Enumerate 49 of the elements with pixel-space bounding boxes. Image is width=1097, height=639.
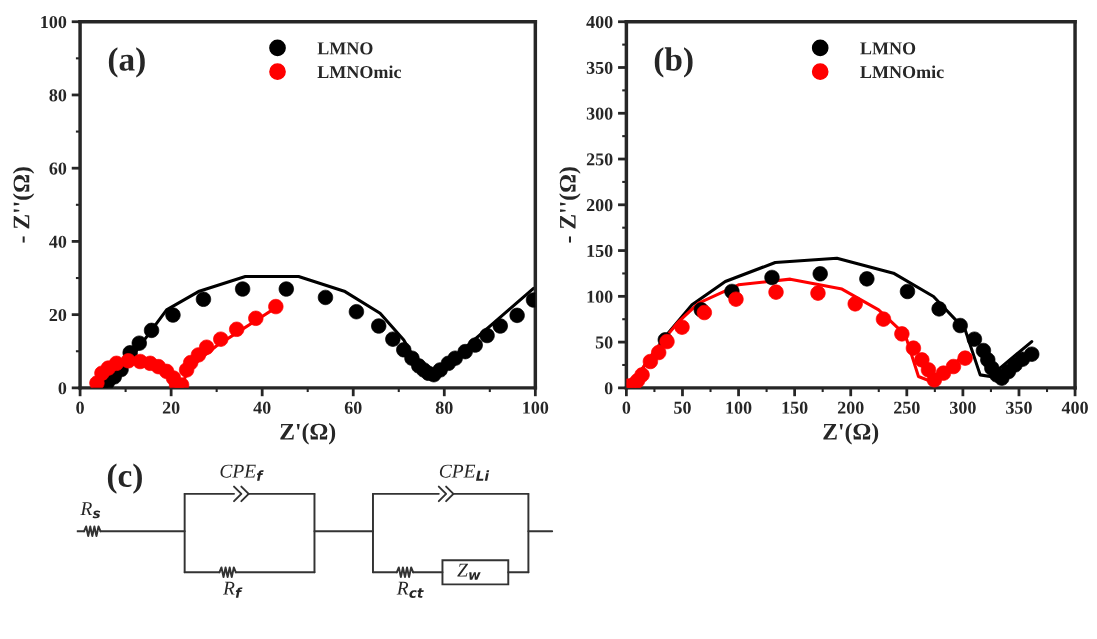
x-tick-label: 200 — [837, 401, 864, 414]
x-tick-label: 400 — [1061, 401, 1088, 414]
y-axis-title: - Z''(Ω) — [12, 167, 35, 243]
y-tick-label: 400 — [586, 15, 613, 29]
legend-label: LMNO — [317, 42, 373, 55]
text: (b) — [654, 47, 693, 78]
x-axis-title: Z'(Ω) — [280, 423, 336, 445]
x-tick-label: 80 — [435, 401, 453, 414]
y-tick-label: 80 — [49, 89, 67, 102]
y-tick-label: 100 — [41, 15, 67, 29]
legend-label: LMNOmic — [317, 65, 402, 79]
x-axis-title: Z'(Ω) — [823, 423, 879, 445]
y-tick-label: 0 — [604, 382, 613, 395]
y-tick-label: 50 — [595, 336, 613, 349]
y-tick-label: 40 — [49, 235, 67, 248]
y-tick-label: 20 — [49, 308, 67, 322]
x-tick-label: 0 — [622, 401, 631, 414]
x-tick-label: 20 — [162, 401, 180, 414]
y-tick-label: 150 — [587, 244, 613, 258]
text: Z$_{w}$ — [457, 563, 481, 580]
y-tick-label: 100 — [587, 290, 613, 303]
x-tick-label: 50 — [674, 401, 691, 414]
y-tick-label: 300 — [586, 107, 613, 120]
text: R$_{f}$ — [222, 581, 243, 598]
text: (a) — [108, 47, 145, 78]
point — [385, 331, 401, 347]
y-tick-label: 0 — [58, 382, 67, 395]
point — [165, 307, 181, 323]
y-tick-label: 250 — [586, 153, 613, 166]
y-tick-label: 60 — [49, 162, 67, 175]
x-tick-label: 0 — [76, 401, 84, 414]
x-tick-label: 350 — [1006, 401, 1032, 414]
legend-label: LMNO — [860, 42, 916, 55]
text: CPE$_{f}$ — [220, 464, 264, 481]
text: R$_{ct}$ — [396, 581, 424, 598]
x-tick-label: 100 — [726, 401, 752, 414]
y-tick-label: 350 — [586, 61, 613, 74]
y-tick-label: 200 — [586, 199, 613, 212]
x-tick-label: 60 — [344, 401, 362, 414]
x-tick-label: 250 — [894, 401, 920, 414]
legend-label: LMNOmic — [860, 65, 944, 79]
x-tick-label: 100 — [523, 401, 549, 414]
x-tick-label: 300 — [950, 401, 976, 414]
x-tick-label: 150 — [782, 401, 808, 414]
text: R$_{s}$ — [80, 502, 101, 519]
text: (c) — [107, 463, 142, 494]
y-axis-title: - Z''(Ω) — [559, 167, 581, 243]
text: CPE$_{Li}$ — [439, 464, 490, 481]
x-tick-label: 40 — [253, 401, 271, 414]
